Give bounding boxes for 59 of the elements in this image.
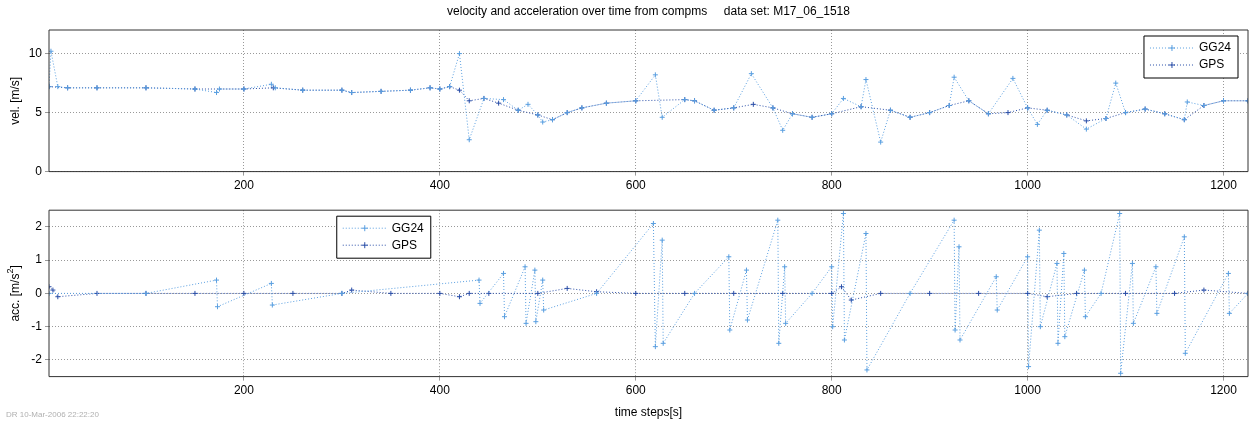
x-tick-label: 800 [821, 383, 843, 398]
point [94, 290, 100, 297]
point [750, 101, 757, 108]
y-tick-label: -1 [31, 318, 43, 333]
point [289, 290, 296, 297]
point [240, 290, 247, 297]
x-tick-label: 800 [821, 178, 843, 193]
point [838, 283, 845, 290]
chart-title: velocity and acceleration over time from compms data set: M17_06_1518 [447, 4, 851, 19]
point [456, 87, 463, 94]
y-tick-label: 0 [35, 285, 43, 300]
point [495, 100, 502, 107]
y-axis-title: acc. [m/s2] [5, 265, 23, 322]
y-axis-title: vel. [m/s] [8, 76, 23, 125]
point [632, 290, 639, 297]
point [975, 290, 982, 297]
y-tick-label: 2 [35, 219, 43, 234]
point [387, 290, 394, 297]
legend-label: GPS [391, 237, 418, 252]
point [1005, 109, 1011, 116]
point [191, 290, 198, 297]
x-tick-label: 400 [429, 178, 451, 193]
point [436, 290, 443, 297]
legend-label: GG24 [1198, 40, 1232, 55]
point [926, 290, 933, 297]
legend-label: GG24 [391, 220, 425, 235]
point [1200, 287, 1207, 294]
point [49, 287, 56, 294]
x-tick-label: 1200 [1210, 383, 1238, 398]
point [681, 290, 688, 297]
y-tick-label: -2 [31, 352, 43, 367]
point [466, 97, 473, 104]
x-tick-label: 1200 [1210, 178, 1238, 193]
legend-label: GPS [1198, 57, 1225, 72]
point [1083, 117, 1090, 124]
x-tick-label: 600 [625, 383, 647, 398]
point [456, 293, 463, 300]
y-tick-label: 5 [35, 104, 43, 119]
point [730, 290, 737, 297]
point [534, 290, 541, 297]
y-tick-label: 10 [28, 45, 43, 60]
point [54, 293, 61, 300]
x-tick-label: 600 [625, 178, 647, 193]
x-axis-title: time steps[s] [614, 404, 683, 419]
x-tick-label: 400 [429, 383, 451, 398]
x-tick-label: 200 [233, 178, 255, 193]
point [848, 297, 855, 304]
point [1122, 290, 1129, 297]
point [466, 290, 473, 297]
point [348, 287, 355, 294]
point [564, 285, 571, 292]
x-tick-label: 200 [233, 383, 255, 398]
text: DR 10-Mar-2006 22:22:20 [6, 410, 100, 420]
y-tick-label: 0 [35, 163, 43, 178]
point [1171, 290, 1178, 297]
point [877, 290, 884, 297]
x-tick-label: 1000 [1014, 383, 1042, 398]
x-tick-label: 1000 [1014, 178, 1042, 193]
y-tick-label: 1 [35, 252, 43, 267]
